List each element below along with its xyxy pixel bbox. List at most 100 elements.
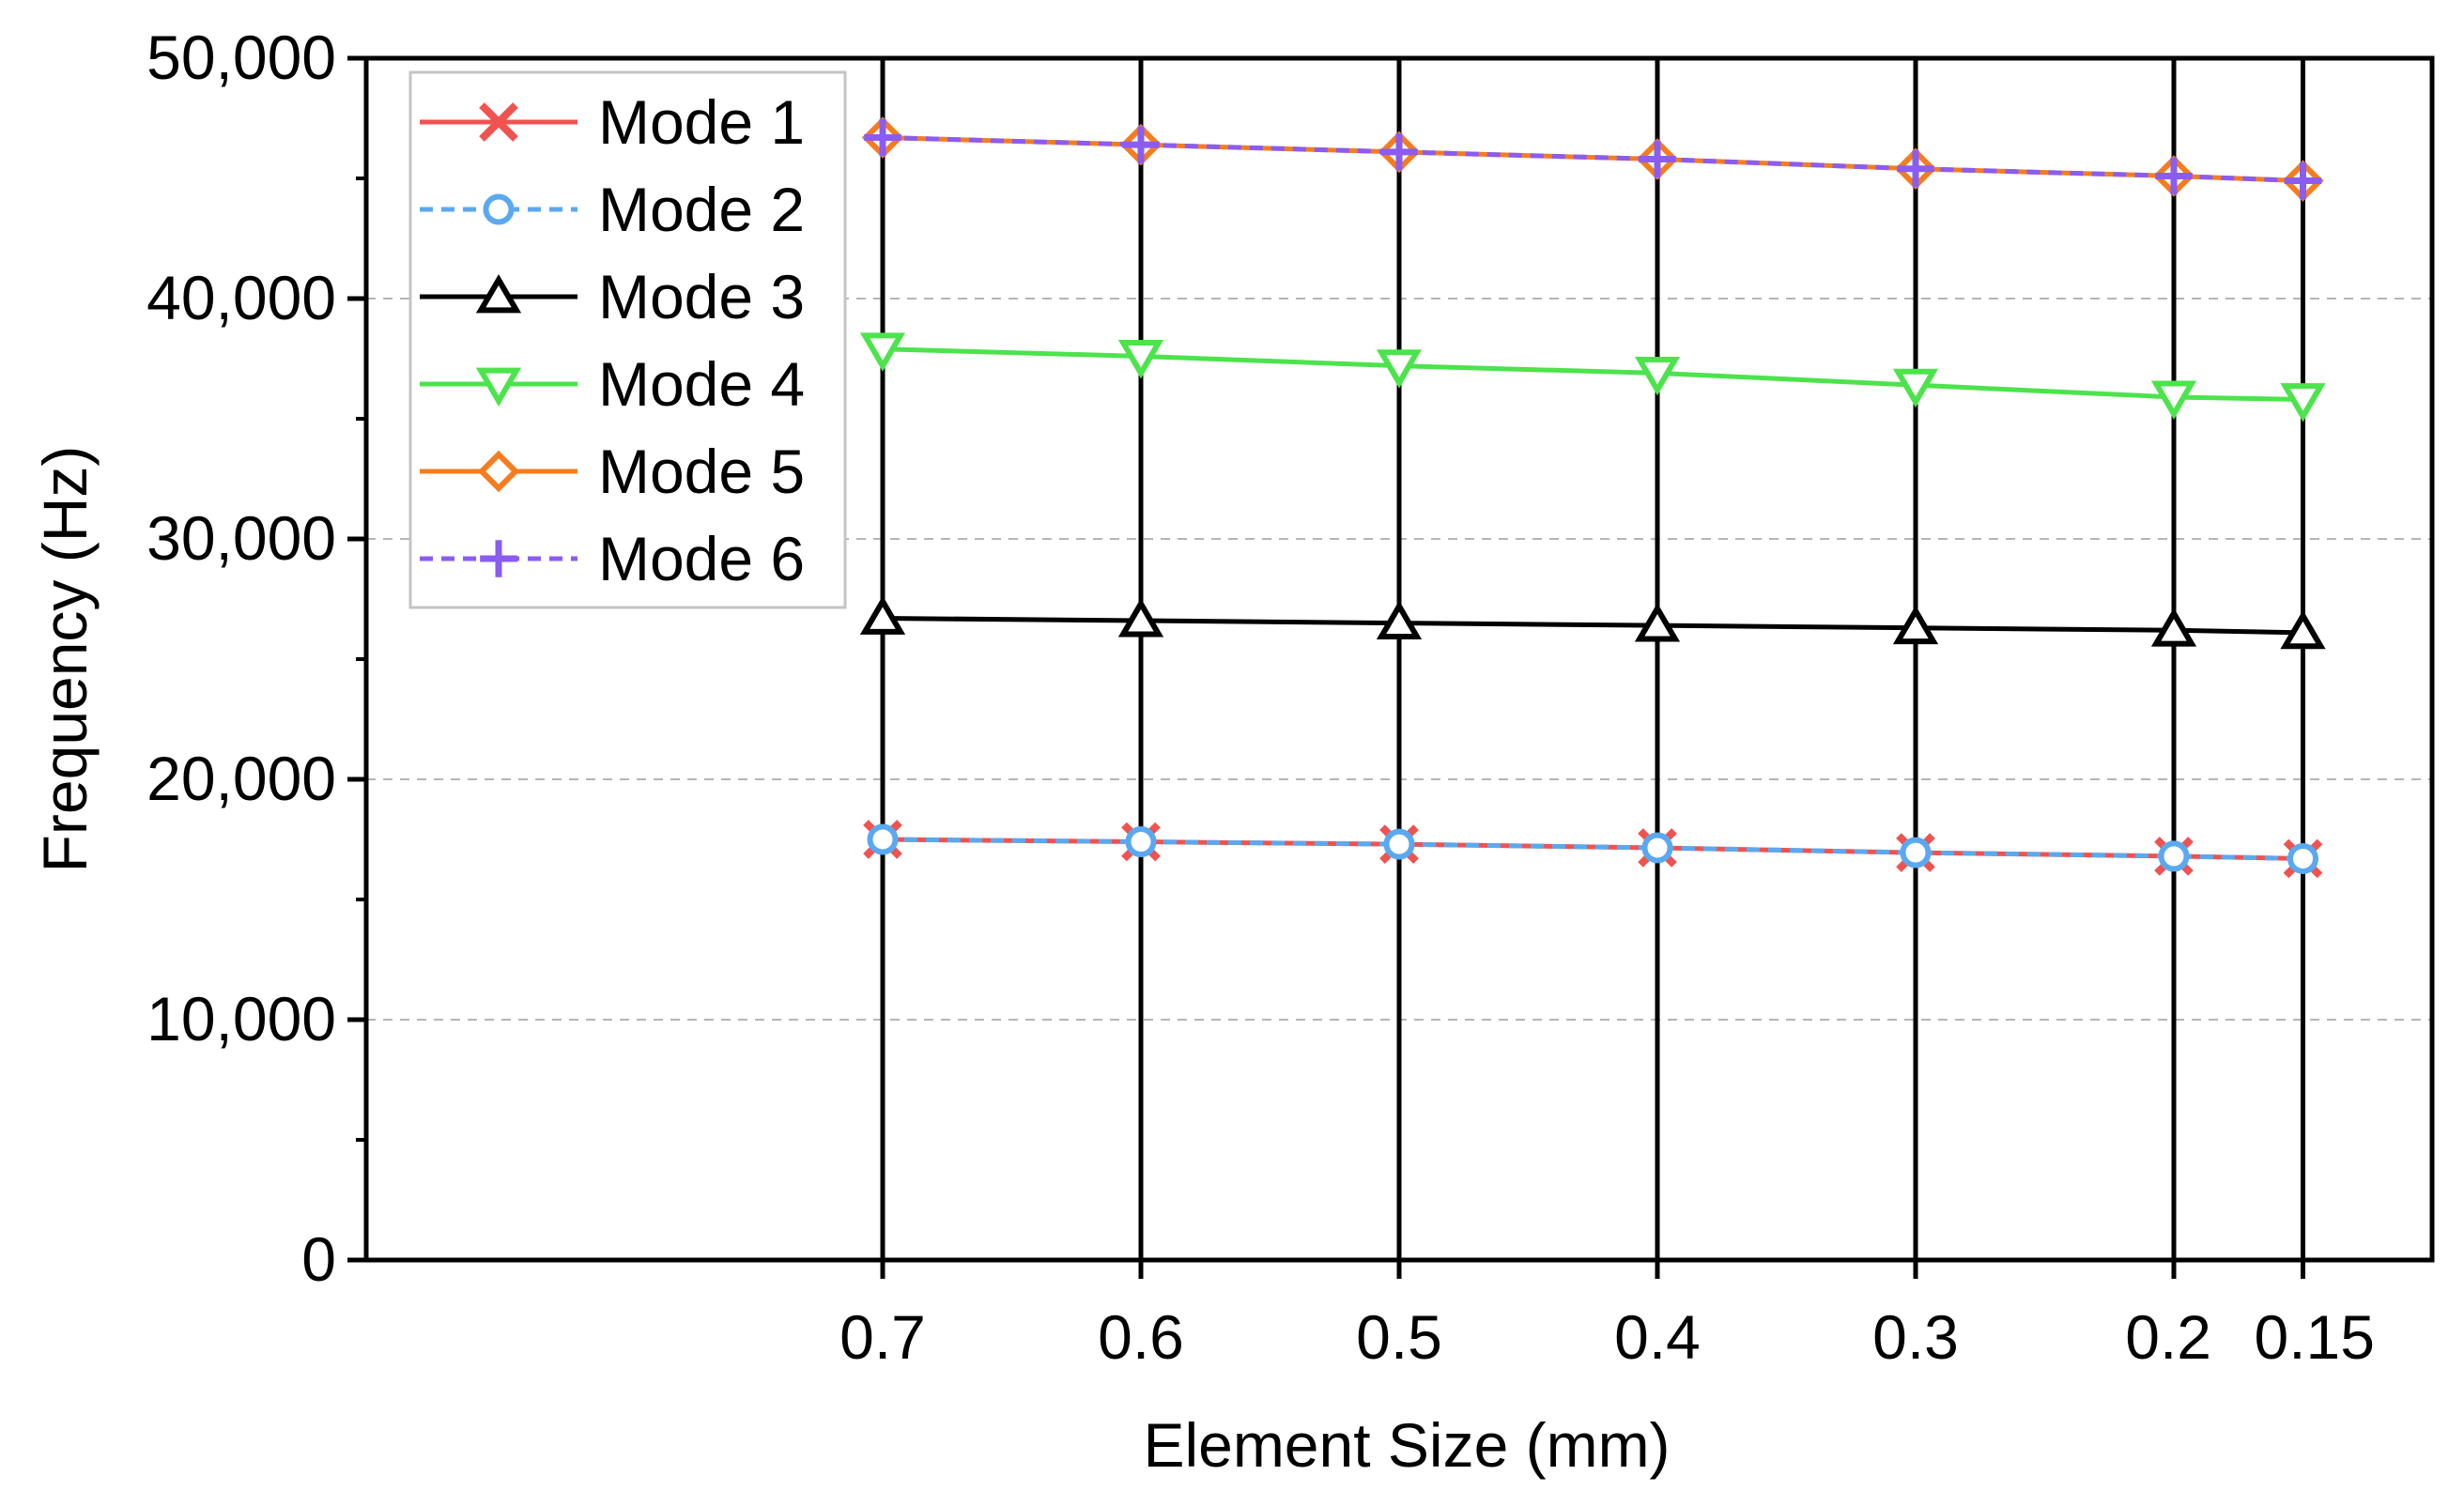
y-tick-label: 0 — [301, 1224, 336, 1294]
y-tick-label: 20,000 — [146, 744, 336, 813]
marker-shape — [2280, 609, 2326, 650]
marker-shape — [2287, 842, 2318, 874]
marker-shape — [2150, 380, 2197, 420]
marker-shape — [1117, 598, 1164, 638]
marker-shape — [2280, 383, 2326, 423]
series-mode-2 — [867, 823, 2318, 874]
data-point — [2280, 609, 2326, 650]
series-line — [882, 615, 2303, 636]
data-point — [1641, 832, 1673, 864]
legend-item: Mode 5 — [420, 437, 805, 506]
series-mode-4 — [859, 332, 2326, 423]
marker-shape — [859, 595, 906, 635]
data-point — [1634, 356, 1681, 396]
legend-label: Mode 5 — [598, 437, 805, 506]
x-tick-label: 0.3 — [1872, 1302, 1959, 1372]
data-point — [2287, 842, 2318, 874]
legend-marker — [477, 450, 520, 493]
data-point — [1376, 349, 1423, 389]
marker-shape — [2158, 840, 2190, 872]
legend-item: Mode 3 — [420, 262, 805, 331]
data-point — [2150, 607, 2197, 647]
marker-shape — [1125, 826, 1157, 858]
data-point — [2284, 161, 2322, 200]
series-layer — [859, 116, 2326, 879]
marker-shape — [1634, 356, 1681, 396]
marker-shape — [1634, 603, 1681, 642]
marker-shape — [475, 367, 522, 407]
marker-shape — [1383, 828, 1415, 860]
y-tick-label: 30,000 — [146, 503, 336, 573]
y-axis-title: Frequency (Hz) — [30, 446, 100, 873]
series-mode-5 — [861, 116, 2324, 202]
data-point — [1376, 600, 1423, 639]
legend-box — [408, 70, 847, 609]
series-line — [882, 346, 2303, 403]
data-point — [1900, 837, 1932, 868]
legend-marker — [480, 540, 517, 577]
marker-stroke — [479, 102, 518, 142]
series-line — [882, 837, 2303, 861]
data-point — [864, 118, 901, 157]
x-tick-label: 0.15 — [2255, 1302, 2375, 1372]
data-point — [1892, 605, 1939, 645]
data-point — [1892, 368, 1939, 408]
legend-item: Mode 6 — [420, 524, 805, 593]
legend-marker — [475, 367, 522, 407]
data-point — [2150, 380, 2197, 420]
data-point — [1639, 140, 1676, 178]
marker-shape — [1900, 837, 1932, 868]
marker-shape — [1117, 340, 1164, 379]
marker-shape — [1892, 368, 1939, 408]
y-tick-label: 40,000 — [146, 263, 336, 332]
legend-item: Mode 4 — [420, 349, 805, 419]
x-tick-label: 0.4 — [1614, 1302, 1701, 1372]
legend-label: Mode 2 — [598, 175, 805, 244]
x-tick-label: 0.5 — [1356, 1302, 1442, 1372]
legend-label: Mode 1 — [598, 87, 805, 157]
data-point — [1380, 133, 1418, 171]
series-line — [882, 134, 2303, 184]
data-point — [867, 823, 899, 855]
marker-shape — [477, 450, 520, 493]
data-point — [1383, 828, 1415, 860]
data-point — [2155, 157, 2193, 195]
legend-label: Mode 3 — [598, 262, 805, 331]
data-point — [1634, 603, 1681, 642]
x-tick-label: 0.6 — [1098, 1302, 1184, 1372]
legend-marker — [483, 193, 515, 225]
axis-ticks: 0 10,000 20,000 30,000 40,000 50,000 0.7 0.6 0.5… — [146, 23, 2375, 1372]
series-mode-6 — [864, 118, 2322, 200]
data-point — [2280, 383, 2326, 423]
data-point — [1897, 149, 1934, 188]
series-mode-1 — [863, 820, 2323, 879]
marker-shape — [1892, 605, 1939, 645]
drop-lines — [880, 58, 2305, 1260]
legend-marker — [479, 102, 518, 142]
marker-shape — [867, 823, 899, 855]
legend: Mode 1 Mode 2 Mode 3 Mode 4 Mode 5 Mode 6 — [408, 70, 847, 609]
y-tick-label: 10,000 — [146, 984, 336, 1053]
marker-shape — [483, 193, 515, 225]
series-mode-3 — [859, 595, 2326, 650]
marker-shape — [475, 274, 522, 314]
legend-item: Mode 1 — [420, 87, 805, 157]
data-point — [2158, 840, 2190, 872]
data-point — [859, 595, 906, 635]
legend-marker — [475, 274, 522, 314]
data-point — [1122, 126, 1160, 163]
x-axis-title: Element Size (mm) — [1143, 1410, 1670, 1480]
marker-shape — [1641, 832, 1673, 864]
data-point — [1117, 340, 1164, 379]
y-tick-label: 50,000 — [146, 23, 336, 92]
data-point — [1125, 826, 1157, 858]
marker-shape — [859, 332, 906, 372]
legend-item: Mode 2 — [420, 175, 805, 244]
marker-shape — [2150, 607, 2197, 647]
data-point — [859, 332, 906, 372]
x-tick-label: 0.2 — [2125, 1302, 2211, 1372]
x-tick-label: 0.7 — [839, 1302, 926, 1372]
legend-label: Mode 4 — [598, 349, 805, 419]
data-point — [1117, 598, 1164, 638]
